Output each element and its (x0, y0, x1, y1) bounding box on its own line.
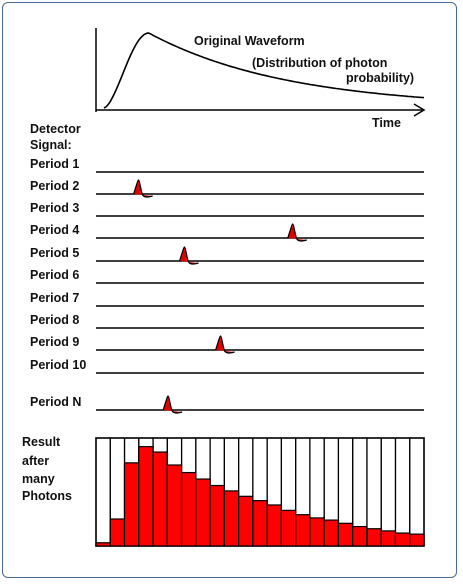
histogram-bar (323, 519, 340, 547)
histogram-bar (95, 542, 111, 547)
histogram-bar (123, 462, 140, 547)
period-label: Period 8 (30, 313, 79, 327)
histogram-bar (138, 446, 154, 547)
photon-pulse (133, 179, 153, 198)
histogram-bar (166, 464, 183, 547)
waveform-title: Original Waveform (194, 34, 305, 48)
period-rows: Period 1 Period 2 Period 3 Period 4 Period 5… (30, 157, 424, 414)
period-label: Period N (30, 395, 81, 409)
period-row: Period 5 (30, 246, 424, 265)
period-row: Period 6 (30, 268, 424, 284)
period-label: Period 3 (30, 201, 79, 215)
histogram-bar (223, 490, 240, 547)
period-row: Period 7 (30, 291, 424, 307)
period-row: Period 1 (30, 157, 424, 173)
waveform-subtitle-line1: (Distribution of photon (252, 56, 387, 70)
histogram-bar (252, 500, 268, 547)
histogram-bar (366, 528, 382, 547)
result-label-line1: Result (22, 435, 61, 449)
period-label: Period 4 (30, 223, 79, 237)
waveform-panel: Original Waveform (Distribution of photo… (95, 28, 426, 130)
period-label: Period 9 (30, 335, 79, 349)
detector-label-line1: Detector (30, 122, 81, 136)
histogram-bar (266, 504, 282, 547)
period-label: Period 1 (30, 157, 79, 171)
result-panel: Result after many Photons (22, 435, 425, 547)
period-label: Period 7 (30, 291, 79, 305)
photon-pulse (162, 395, 183, 414)
histogram-bar (337, 522, 354, 547)
histogram-bar (409, 533, 425, 547)
period-row: Period 3 (30, 201, 424, 217)
period-row: Period 2 (30, 179, 424, 198)
period-label: Period 10 (30, 358, 86, 372)
period-label: Period 5 (30, 246, 79, 260)
period-row: Period 8 (30, 313, 424, 329)
period-row: Period 4 (30, 223, 424, 242)
histogram-bar (295, 514, 311, 547)
time-axis-arrow-icon (413, 103, 426, 117)
histogram-bar (280, 509, 297, 547)
histogram-bar (352, 525, 368, 547)
histogram-bar (309, 517, 325, 547)
histogram-bar (109, 518, 126, 547)
photon-pulse (287, 223, 307, 242)
histogram-bar (180, 471, 197, 547)
period-row: Period N (30, 395, 424, 414)
histogram-bar (209, 484, 225, 547)
original-waveform-curve (103, 32, 425, 109)
period-label: Period 2 (30, 179, 79, 193)
result-label-line3: many (22, 472, 55, 486)
waveform-subtitle-line2: probability) (346, 71, 414, 85)
period-row: Period 9 (30, 335, 424, 354)
period-row: Period 10 (30, 358, 424, 374)
photon-pulse (178, 246, 199, 265)
time-axis-label: Time (372, 116, 401, 130)
histogram-bar (238, 495, 254, 547)
histogram-bar (152, 451, 168, 547)
result-label-line2: after (22, 454, 49, 468)
photon-pulse (215, 335, 235, 354)
detector-label-line2: Signal: (30, 138, 72, 152)
histogram-bar (380, 530, 397, 547)
result-histogram (95, 437, 425, 547)
result-label-line4: Photons (22, 489, 72, 503)
histogram-bar (394, 532, 411, 547)
period-label: Period 6 (30, 268, 79, 282)
histogram-bar (195, 478, 211, 547)
